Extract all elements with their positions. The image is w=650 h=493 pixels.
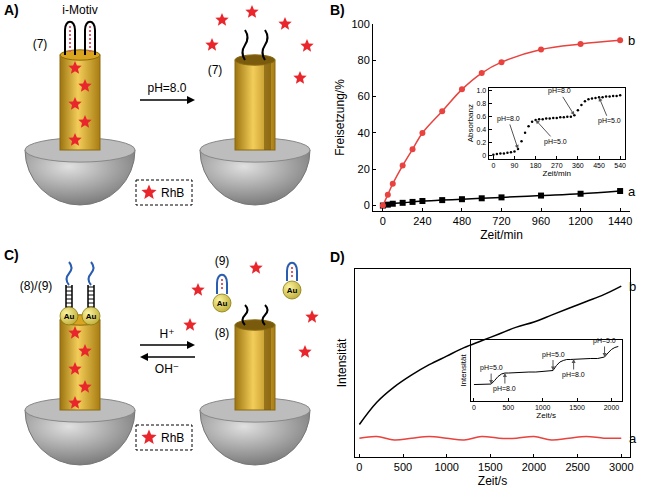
svg-text:0: 0	[364, 199, 370, 211]
svg-text:2000: 2000	[604, 404, 620, 411]
svg-text:b: b	[628, 33, 635, 48]
svg-text:960: 960	[532, 215, 550, 227]
svg-text:RhB: RhB	[161, 186, 184, 200]
svg-text:(8)/(9): (8)/(9)	[20, 279, 53, 293]
svg-text:(7): (7)	[33, 37, 48, 51]
svg-text:1500: 1500	[478, 461, 502, 473]
svg-text:1440: 1440	[608, 215, 632, 227]
svg-text:0: 0	[482, 152, 486, 159]
svg-text:Zeit/s: Zeit/s	[478, 474, 507, 488]
svg-text:240: 240	[413, 215, 431, 227]
svg-text:(7): (7)	[208, 63, 223, 77]
svg-text:pH=5.0: pH=5.0	[593, 337, 616, 345]
svg-text:Au: Au	[217, 299, 228, 308]
svg-text:Zeit/min: Zeit/min	[480, 228, 523, 242]
svg-text:RhB: RhB	[161, 431, 184, 445]
svg-text:Zeit/min: Zeit/min	[543, 169, 571, 178]
svg-text:Au: Au	[86, 312, 97, 321]
svg-text:1.0: 1.0	[477, 87, 487, 94]
svg-text:1500: 1500	[569, 404, 585, 411]
svg-text:pH=5.0: pH=5.0	[598, 117, 621, 125]
svg-text:2000: 2000	[522, 461, 546, 473]
svg-text:Absorbanz: Absorbanz	[466, 104, 475, 142]
svg-text:OH⁻: OH⁻	[155, 362, 179, 376]
svg-text:(9): (9)	[215, 254, 230, 268]
svg-text:500: 500	[394, 461, 412, 473]
svg-text:pH=8.0: pH=8.0	[562, 371, 585, 379]
svg-text:90: 90	[511, 162, 519, 169]
svg-text:20: 20	[358, 163, 370, 175]
svg-text:a: a	[629, 431, 637, 446]
svg-text:pH=5.0: pH=5.0	[480, 364, 503, 372]
svg-text:0: 0	[491, 162, 495, 169]
svg-text:0.4: 0.4	[477, 126, 487, 133]
svg-text:0.6: 0.6	[477, 113, 487, 120]
html-text:B): B)	[330, 2, 345, 18]
svg-text:270: 270	[551, 162, 563, 169]
svg-text:Intensität: Intensität	[459, 354, 468, 387]
svg-text:2500: 2500	[565, 461, 589, 473]
svg-text:b: b	[629, 279, 636, 294]
svg-text:60: 60	[358, 90, 370, 102]
svg-text:540: 540	[614, 162, 626, 169]
svg-text:Au: Au	[287, 286, 298, 295]
svg-text:0: 0	[380, 215, 386, 227]
svg-text:1000: 1000	[434, 461, 458, 473]
svg-text:i-Motiv: i-Motiv	[62, 3, 97, 17]
svg-text:720: 720	[492, 215, 510, 227]
svg-text:a: a	[628, 184, 636, 199]
svg-text:3000: 3000	[609, 461, 633, 473]
svg-text:pH=5.0: pH=5.0	[542, 351, 565, 359]
svg-text:pH=8.0: pH=8.0	[493, 385, 516, 393]
svg-text:(8): (8)	[215, 326, 230, 340]
html-text:D): D)	[330, 249, 345, 265]
svg-text:pH=5.0: pH=5.0	[544, 138, 567, 146]
svg-text:Freisetzung/%: Freisetzung/%	[333, 79, 347, 156]
svg-text:40: 40	[358, 127, 370, 139]
svg-text:100: 100	[351, 18, 369, 30]
svg-text:360: 360	[572, 162, 584, 169]
svg-text:500: 500	[502, 404, 514, 411]
svg-text:480: 480	[453, 215, 471, 227]
svg-text:80: 80	[358, 54, 370, 66]
svg-text:1200: 1200	[568, 215, 592, 227]
svg-text:Intensität: Intensität	[335, 338, 349, 387]
svg-text:0: 0	[472, 404, 476, 411]
svg-text:0.2: 0.2	[477, 139, 487, 146]
svg-text:Zeit/s: Zeit/s	[536, 411, 556, 420]
svg-text:pH=8.0: pH=8.0	[147, 81, 186, 95]
svg-text:180: 180	[530, 162, 542, 169]
svg-text:0: 0	[356, 461, 362, 473]
html-text:A): A)	[4, 2, 19, 18]
svg-text:0.8: 0.8	[477, 100, 487, 107]
svg-text:Au: Au	[64, 312, 75, 321]
svg-text:H⁺: H⁺	[160, 327, 175, 341]
svg-text:1000: 1000	[535, 404, 551, 411]
svg-text:pH=8.0: pH=8.0	[497, 115, 520, 123]
svg-text:450: 450	[593, 162, 605, 169]
svg-text:pH=8.0: pH=8.0	[548, 87, 571, 95]
html-text:C): C)	[4, 247, 19, 263]
